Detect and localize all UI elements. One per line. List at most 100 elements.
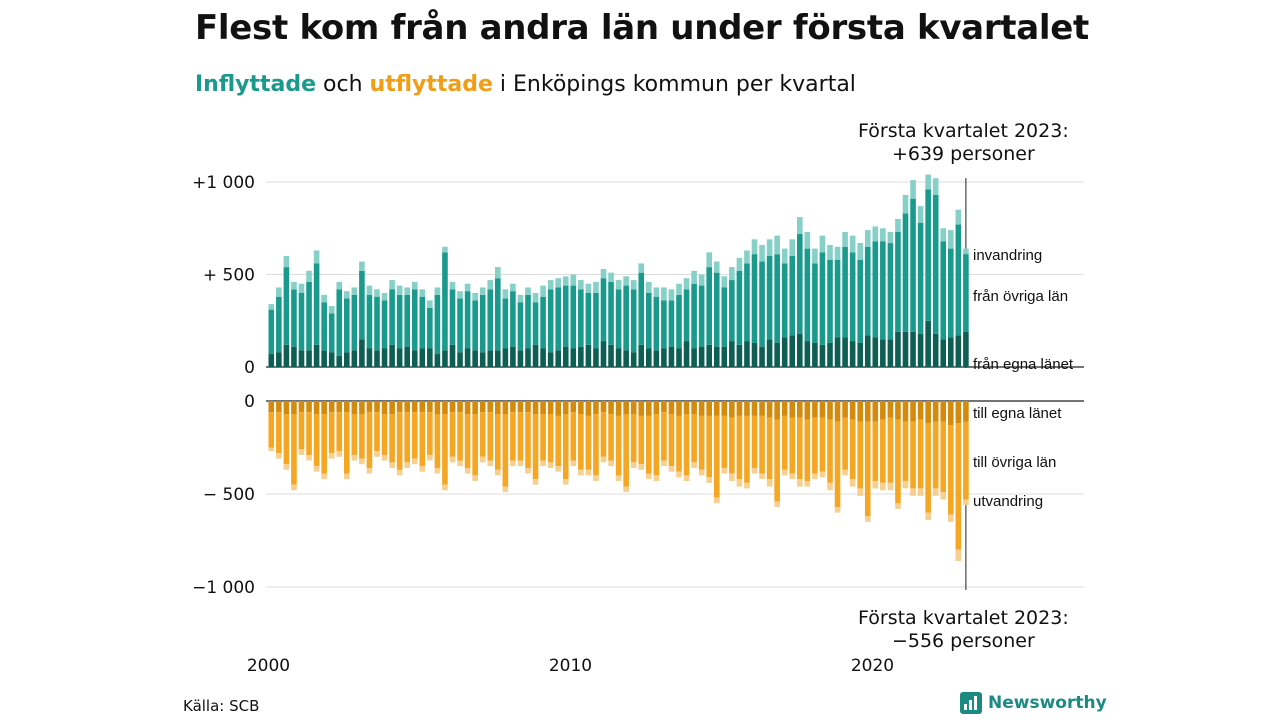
newsworthy-logo-icon [960,692,982,714]
bar-in-2 [298,283,305,293]
bar-in-1 [419,296,426,349]
bar-in-1 [593,293,599,349]
bar-in-2 [411,281,418,290]
bar-in-1 [932,194,939,334]
bar-in-1 [963,254,969,332]
bar-in-0 [547,352,554,367]
bar-out-2 [789,473,796,480]
bar-in-2 [804,231,811,249]
bar-out-0 [698,401,705,416]
bar-out-2 [442,484,448,491]
bar-out-2 [389,462,395,468]
bar-out-0 [593,401,599,415]
bar-out-0 [608,401,614,415]
bar-out-2 [321,473,327,480]
bar-in-2 [940,228,947,242]
bar-out-2 [404,462,410,468]
bar-in-0 [789,335,796,367]
bar-out-0 [615,401,622,416]
grid-lines [266,178,1084,590]
bar-in-1 [797,233,803,334]
bar-in-1 [570,285,577,349]
bar-out-2 [411,458,418,465]
bar-in-2 [713,261,720,273]
bar-in-0 [766,339,773,367]
bar-in-2 [744,250,750,264]
bar-in-2 [479,287,486,295]
brand[interactable]: Newsworthy [960,692,1107,714]
bar-in-1 [895,231,901,332]
bar-out-0 [321,401,327,415]
bar-in-0 [736,344,743,367]
bar-in-0 [744,341,750,367]
bar-out-2 [366,467,373,474]
bar-out-1 [366,412,373,468]
bar-in-0 [759,346,765,367]
subtitle-utflyttade: utflyttade [369,72,493,97]
bar-in-0 [396,348,403,367]
bar-out-1 [442,414,448,485]
bar-out-1 [895,419,901,504]
bar-out-2 [600,456,607,463]
bar-in-0 [600,341,607,367]
bar-in-2 [849,235,856,253]
bar-in-2 [268,304,275,310]
bar-out-0 [910,401,916,422]
bar-out-1 [276,412,282,454]
series-label-out: utvandring [973,493,1043,510]
bar-in-0 [344,352,350,367]
bar-out-0 [396,401,403,413]
bar-in-1 [819,252,826,345]
bar-out-1 [608,414,614,461]
bar-in-0 [653,350,660,367]
bar-in-0 [434,354,441,367]
bar-out-1 [540,414,546,461]
bar-out-1 [834,421,841,508]
bar-out-0 [744,401,750,416]
bar-out-1 [532,414,539,480]
bar-in-0 [932,333,939,367]
bar-out-0 [706,401,712,416]
bar-in-0 [291,346,297,367]
bar-in-1 [434,294,441,355]
bar-out-2 [661,460,667,467]
bar-in-1 [344,298,350,353]
bar-in-1 [283,267,290,345]
bar-out-1 [389,414,395,463]
bar-in-2 [797,217,803,234]
bar-out-2 [298,449,305,455]
bar-in-2 [344,291,350,299]
bar-in-0 [940,339,947,367]
bar-out-0 [902,401,909,422]
y-tick-label-lower: −1 000 [192,578,255,598]
bar-out-2 [328,453,335,459]
bar-in-1 [585,293,592,345]
bar-out-0 [366,401,373,413]
bar-in-1 [268,309,275,355]
bar-out-1 [676,415,682,472]
bar-in-2 [683,278,690,290]
subtitle-inflyttade: Inflyttade [195,72,317,97]
bar-in-2 [419,289,426,297]
bar-out-1 [940,421,947,493]
bar-in-1 [540,296,546,349]
bar-out-1 [396,412,403,470]
bar-out-2 [570,460,577,467]
bar-in-0 [419,348,426,367]
bar-out-0 [344,401,350,413]
bar-in-1 [925,189,931,321]
bar-in-0 [479,352,486,367]
bar-out-1 [759,415,765,474]
bar-out-1 [955,423,962,550]
bar-out-2 [540,460,546,467]
y-tick-label-lower: − 500 [203,485,255,505]
bar-out-1 [344,412,350,474]
bar-in-2 [819,235,826,253]
chart-title: Flest kom från andra län under första kv… [195,8,1089,48]
bar-out-1 [578,414,584,470]
bar-in-0 [698,346,705,367]
bar-in-2 [895,219,901,232]
y-tick-label-lower: 0 [244,392,255,412]
bar-in-0 [834,337,841,367]
bar-out-0 [464,401,471,415]
